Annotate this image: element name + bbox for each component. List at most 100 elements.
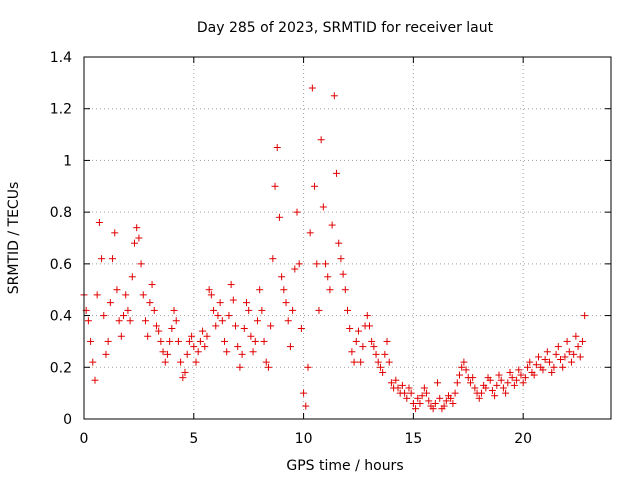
data-point: [155, 327, 163, 335]
data-point: [405, 384, 413, 392]
data-point: [324, 273, 332, 281]
data-point: [188, 332, 196, 340]
data-point: [344, 306, 351, 314]
data-point: [300, 389, 308, 397]
data-point: [552, 350, 560, 358]
data-point: [150, 306, 158, 314]
data-point: [313, 260, 321, 268]
data-point: [275, 213, 283, 221]
data-point: [530, 371, 538, 379]
data-point: [308, 84, 316, 92]
data-point: [462, 366, 470, 374]
data-point: [451, 389, 459, 397]
data-point: [546, 358, 554, 366]
data-point: [418, 392, 426, 400]
data-point: [508, 374, 516, 382]
y-tick-label: 1.2: [50, 102, 72, 118]
data-point: [449, 399, 457, 407]
data-point: [398, 381, 406, 389]
data-point: [335, 239, 343, 247]
data-point: [333, 169, 341, 177]
data-point: [581, 312, 589, 320]
data-point: [120, 312, 128, 320]
data-point: [425, 397, 433, 405]
data-point: [205, 286, 213, 294]
data-point: [225, 312, 233, 320]
data-point: [330, 92, 338, 100]
data-point: [440, 402, 448, 410]
data-point: [374, 358, 382, 366]
data-point: [493, 381, 501, 389]
data-point: [271, 182, 279, 190]
data-point: [304, 363, 312, 371]
data-point: [207, 291, 215, 299]
data-point: [392, 376, 400, 384]
data-point: [144, 332, 152, 340]
data-point: [319, 203, 327, 211]
data-point: [317, 136, 325, 144]
data-point: [379, 368, 387, 376]
data-point: [264, 363, 272, 371]
data-point: [420, 384, 428, 392]
data-point: [293, 208, 301, 216]
data-point: [102, 350, 110, 358]
data-point: [113, 286, 121, 294]
data-point: [87, 337, 95, 345]
data-point: [416, 399, 424, 407]
y-tick-label: 1.4: [50, 50, 72, 66]
data-point: [84, 317, 92, 325]
data-point: [423, 389, 431, 397]
data-point: [576, 353, 584, 361]
data-points: [80, 84, 589, 413]
data-point: [221, 337, 229, 345]
data-point: [249, 348, 257, 356]
data-point: [515, 366, 523, 374]
data-point: [326, 286, 334, 294]
data-point: [93, 291, 101, 299]
data-point: [519, 379, 527, 387]
x-tick-label: 0: [80, 431, 89, 447]
data-point: [578, 337, 586, 345]
data-point: [89, 358, 97, 366]
data-point: [131, 239, 139, 247]
data-point: [128, 273, 136, 281]
data-point: [315, 306, 323, 314]
data-point: [137, 260, 145, 268]
data-point: [436, 394, 444, 402]
data-point: [513, 376, 521, 384]
data-point: [117, 332, 125, 340]
x-axis-label: GPS time / hours: [286, 458, 403, 474]
data-point: [477, 389, 485, 397]
data-point: [488, 387, 496, 395]
data-point: [122, 291, 130, 299]
data-point: [469, 374, 477, 382]
data-point: [348, 348, 356, 356]
data-point: [232, 322, 240, 330]
data-point: [328, 221, 336, 229]
data-point: [216, 299, 224, 307]
data-point: [280, 286, 288, 294]
data-point: [385, 358, 393, 366]
data-point: [475, 394, 483, 402]
data-point: [460, 358, 468, 366]
data-point: [172, 317, 180, 325]
data-point: [482, 384, 490, 392]
data-point: [284, 317, 292, 325]
data-point: [181, 368, 189, 376]
data-point: [434, 379, 442, 387]
data-point: [495, 371, 503, 379]
data-point: [387, 379, 395, 387]
data-point: [104, 337, 112, 345]
data-point: [306, 229, 314, 237]
data-point: [240, 325, 248, 332]
data-point: [354, 327, 362, 335]
data-point: [442, 397, 450, 405]
data-point: [229, 296, 237, 304]
y-tick-label: 0.4: [50, 309, 72, 325]
data-point: [383, 337, 391, 345]
chart-title: Day 285 of 2023, SRMTID for receiver lau…: [197, 20, 494, 36]
data-point: [282, 299, 290, 307]
data-point: [559, 363, 567, 371]
data-point: [346, 325, 354, 332]
